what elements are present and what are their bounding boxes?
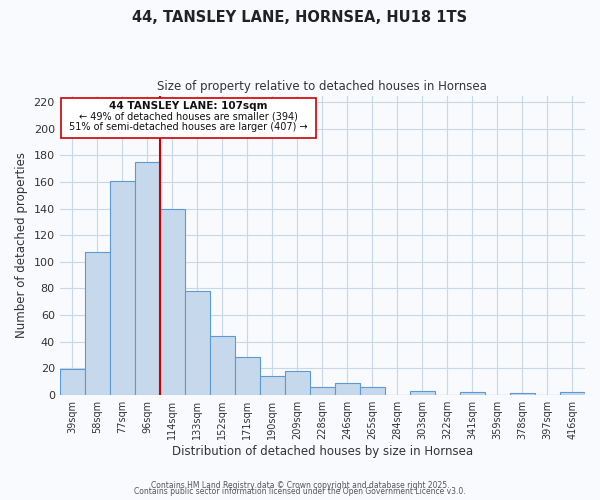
Text: 51% of semi-detached houses are larger (407) →: 51% of semi-detached houses are larger (…	[69, 122, 308, 132]
Bar	[110, 180, 135, 394]
Bar	[160, 208, 185, 394]
Text: ← 49% of detached houses are smaller (394): ← 49% of detached houses are smaller (39…	[79, 112, 298, 122]
Text: Contains HM Land Registry data © Crown copyright and database right 2025.: Contains HM Land Registry data © Crown c…	[151, 481, 449, 490]
Bar	[260, 376, 285, 394]
Bar	[360, 386, 385, 394]
X-axis label: Distribution of detached houses by size in Hornsea: Distribution of detached houses by size …	[172, 444, 473, 458]
Bar	[285, 371, 310, 394]
Bar	[235, 358, 260, 395]
Bar	[85, 252, 110, 394]
Bar	[210, 336, 235, 394]
Text: Contains public sector information licensed under the Open Government Licence v3: Contains public sector information licen…	[134, 487, 466, 496]
Bar	[59, 370, 85, 394]
Bar	[460, 392, 485, 394]
Bar	[310, 386, 335, 394]
Text: 44 TANSLEY LANE: 107sqm: 44 TANSLEY LANE: 107sqm	[109, 101, 268, 111]
Text: 44, TANSLEY LANE, HORNSEA, HU18 1TS: 44, TANSLEY LANE, HORNSEA, HU18 1TS	[133, 10, 467, 25]
Bar	[335, 382, 360, 394]
Title: Size of property relative to detached houses in Hornsea: Size of property relative to detached ho…	[157, 80, 487, 93]
Bar	[135, 162, 160, 394]
FancyBboxPatch shape	[61, 98, 316, 138]
Bar	[185, 291, 210, 395]
Bar	[560, 392, 585, 394]
Y-axis label: Number of detached properties: Number of detached properties	[15, 152, 28, 338]
Bar	[410, 390, 435, 394]
